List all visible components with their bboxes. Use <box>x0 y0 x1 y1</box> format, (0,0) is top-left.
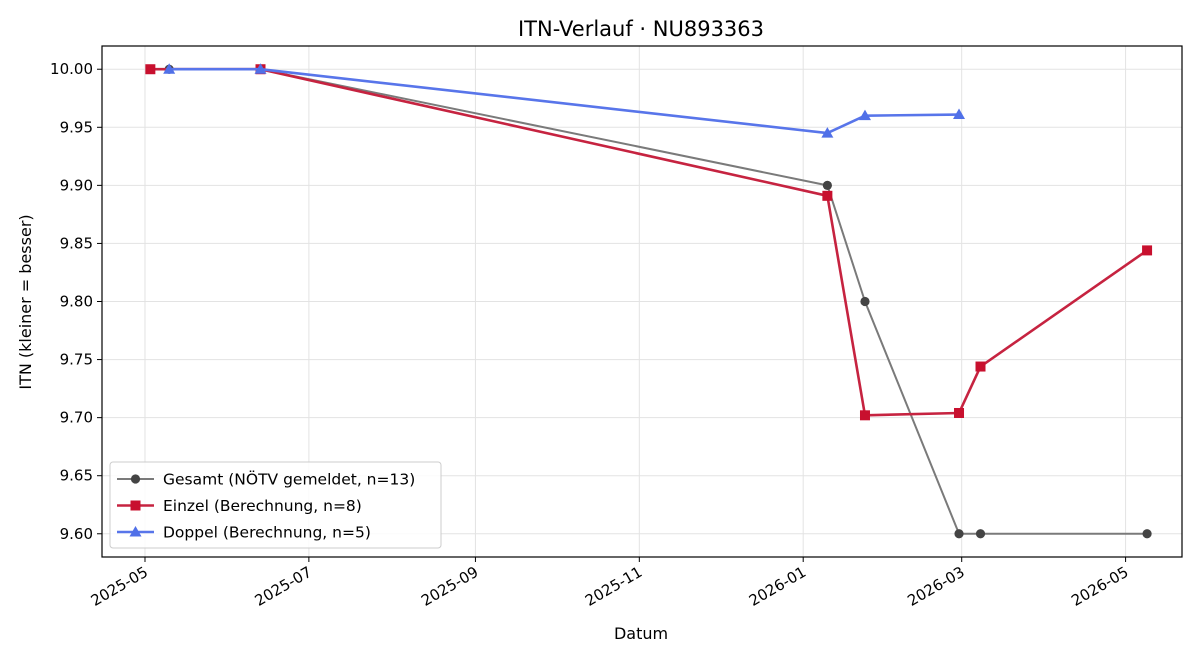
data-point-gesamt <box>975 529 986 539</box>
data-point-einzel <box>859 410 870 421</box>
y-tick-label: 9.85 <box>60 234 93 252</box>
legend: Gesamt (NÖTV gemeldet, n=13) Einzel (Bere… <box>109 461 442 549</box>
y-tick-label: 9.80 <box>60 293 93 311</box>
data-point-einzel <box>975 361 986 372</box>
data-point-einzel <box>145 64 156 75</box>
y-tick-label: 10.00 <box>50 60 93 78</box>
legend-label-doppel: Doppel (Berechnung, n=5) <box>163 524 371 542</box>
legend-marker-einzel <box>130 500 141 511</box>
data-point-doppel <box>953 108 966 120</box>
data-point-einzel <box>1142 245 1153 256</box>
x-axis-title: Datum <box>614 624 668 643</box>
y-tick-label: 9.65 <box>60 467 93 485</box>
series-doppel <box>163 63 966 138</box>
data-point-gesamt <box>860 296 870 307</box>
data-point-doppel <box>821 127 834 138</box>
y-tick-label: 9.90 <box>60 176 93 194</box>
y-tick-label: 9.70 <box>60 409 93 427</box>
series-layer <box>145 63 1153 539</box>
data-point-doppel <box>254 63 267 74</box>
y-tick-label: 9.75 <box>60 351 93 369</box>
data-point-einzel <box>954 407 965 418</box>
data-point-gesamt <box>1142 529 1152 539</box>
legend-item-gesamt: Gesamt (NÖTV gemeldet, n=13) <box>117 470 415 489</box>
y-tick-label: 9.95 <box>60 118 93 136</box>
data-point-einzel <box>822 190 833 201</box>
legend-item-einzel: Einzel (Berechnung, n=8) <box>117 497 362 515</box>
legend-item-doppel: Doppel (Berechnung, n=5) <box>117 524 371 542</box>
chart-title: ITN-Verlauf · NU893363 <box>518 17 764 41</box>
legend-box <box>109 461 442 549</box>
grid-lines <box>102 46 1182 557</box>
y-axis-title: ITN (kleiner = besser) <box>16 214 35 389</box>
y-tick-label: 9.60 <box>60 525 93 543</box>
legend-label-gesamt: Gesamt (NÖTV gemeldet, n=13) <box>163 470 415 489</box>
data-point-doppel <box>163 63 176 74</box>
legend-marker-doppel <box>129 526 142 537</box>
data-point-doppel <box>858 109 871 121</box>
y-axis: 9.60 9.65 9.70 9.75 9.80 9.85 9.90 9.95 10.00 <box>50 60 102 543</box>
data-point-gesamt <box>954 529 964 539</box>
data-point-gesamt <box>822 180 832 190</box>
legend-marker-gesamt <box>130 474 141 484</box>
legend-label-einzel: Einzel (Berechnung, n=8) <box>163 497 362 515</box>
